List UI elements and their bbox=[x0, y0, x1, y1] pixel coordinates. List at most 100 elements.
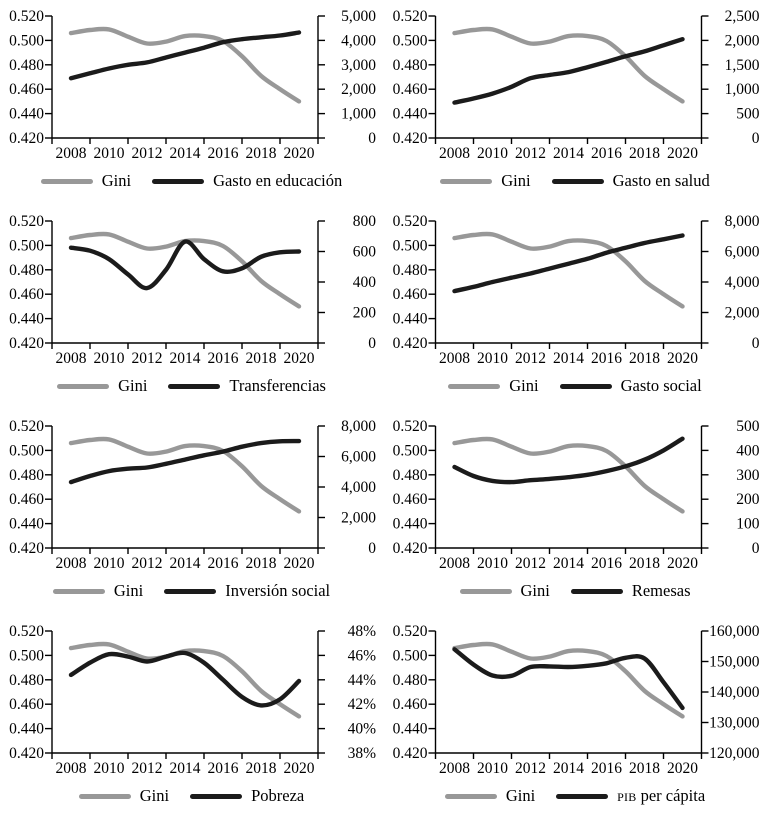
left-axis-tick-label: 0.460 bbox=[393, 81, 428, 98]
right-axis-tick-label: 6,000 bbox=[341, 449, 376, 466]
left-axis-tick-label: 0.460 bbox=[393, 286, 428, 303]
x-axis-year-label: 2020 bbox=[284, 760, 315, 777]
legend-label-series: Gasto en salud bbox=[612, 171, 710, 190]
x-axis-year-label: 2016 bbox=[208, 350, 239, 367]
x-axis-year-label: 2008 bbox=[56, 145, 87, 162]
x-axis-year-label: 2018 bbox=[629, 555, 660, 572]
left-axis-tick-label: 0.460 bbox=[9, 286, 44, 303]
left-axis-tick-label: 0.420 bbox=[393, 335, 428, 352]
x-axis-year-label: 2012 bbox=[515, 145, 546, 162]
x-axis-year-label: 2014 bbox=[170, 555, 201, 572]
series-line bbox=[452, 233, 685, 294]
x-axis-year-label: 2014 bbox=[553, 145, 584, 162]
x-axis-year-label: 2018 bbox=[246, 555, 277, 572]
gini-legend-line bbox=[440, 178, 493, 184]
gini-line bbox=[452, 641, 685, 719]
left-axis-tick-label: 0.460 bbox=[9, 696, 44, 713]
right-axis-tick-label: 130,000 bbox=[709, 715, 760, 732]
chart-inversion-social: 0.520 0.500 0.480 0.460 0.440 0.420 8,000 6,000… bbox=[0, 412, 383, 617]
right-axis-tick-label: 2,000 bbox=[341, 81, 376, 98]
gini-legend-line bbox=[448, 383, 501, 389]
gini-line bbox=[452, 231, 685, 309]
chart-transferencias-plot: 0.520 0.500 0.480 0.460 0.440 0.420 800 600 400 2… bbox=[9, 213, 377, 367]
series-line bbox=[68, 239, 302, 291]
chart-inversion-social-plot: 0.520 0.500 0.480 0.460 0.440 0.420 8,000 6,000… bbox=[9, 418, 376, 572]
right-axis-tick-label: 100 bbox=[736, 516, 760, 533]
legend-label-gini: Gini bbox=[501, 171, 531, 190]
left-axis-tick-label: 0.500 bbox=[393, 32, 428, 49]
left-axis-tick-label: 0.520 bbox=[393, 418, 428, 435]
x-axis-year-label: 2008 bbox=[439, 145, 470, 162]
legend-label-series: Gasto social bbox=[620, 376, 702, 395]
right-axis-tick-label: 1,000 bbox=[341, 106, 376, 123]
left-axis-tick-label: 0.420 bbox=[9, 745, 44, 762]
left-axis-tick-label: 0.520 bbox=[9, 623, 44, 640]
right-axis-tick-label: 8,000 bbox=[725, 213, 760, 230]
x-axis-year-label: 2010 bbox=[477, 555, 508, 572]
x-axis-year-label: 2008 bbox=[439, 760, 470, 777]
x-axis-year-label: 2014 bbox=[553, 760, 584, 777]
series-legend-line bbox=[570, 588, 623, 594]
chart-legend: Gini pib per cápita bbox=[383, 787, 767, 805]
left-axis-tick-label: 0.420 bbox=[393, 540, 428, 557]
gini-legend-line bbox=[40, 178, 93, 184]
x-axis-year-label: 2016 bbox=[591, 145, 622, 162]
x-axis-year-label: 2014 bbox=[170, 145, 201, 162]
right-axis-tick-label: 200 bbox=[736, 491, 760, 508]
legend-label-series: Pobreza bbox=[251, 786, 305, 805]
right-axis-tick-label: 48% bbox=[348, 623, 377, 640]
left-axis-tick-label: 0.420 bbox=[9, 335, 44, 352]
right-axis-tick-label: 800 bbox=[353, 213, 377, 230]
x-axis-year-label: 2020 bbox=[667, 145, 698, 162]
left-axis-tick-label: 0.520 bbox=[9, 418, 44, 435]
x-axis-year-label: 2010 bbox=[94, 555, 125, 572]
left-axis-tick-label: 0.460 bbox=[9, 491, 44, 508]
chart-pobreza-plot: 0.520 0.500 0.480 0.460 0.440 0.420 48% 46% 44% 4… bbox=[9, 623, 377, 777]
left-axis-tick-label: 0.480 bbox=[9, 672, 44, 689]
left-axis-tick-label: 0.420 bbox=[9, 130, 44, 147]
x-axis-year-label: 2012 bbox=[132, 555, 163, 572]
x-axis-year-label: 2008 bbox=[56, 760, 87, 777]
left-axis-tick-label: 0.440 bbox=[393, 106, 428, 123]
legend-label-gini: Gini bbox=[509, 376, 539, 395]
x-axis-year-label: 2008 bbox=[56, 555, 87, 572]
right-axis-tick-label: 40% bbox=[348, 721, 377, 738]
left-axis-tick-label: 0.480 bbox=[9, 57, 44, 74]
legend-label-series: Inversión social bbox=[225, 581, 331, 600]
right-axis-tick-label: 400 bbox=[736, 442, 760, 459]
chart-remesas: 0.520 0.500 0.480 0.460 0.440 0.420 500 400 300 2… bbox=[383, 412, 767, 617]
right-axis-tick-label: 5,000 bbox=[341, 8, 376, 25]
series-line bbox=[68, 650, 302, 708]
series-legend-line bbox=[559, 383, 612, 389]
left-axis-tick-label: 0.500 bbox=[9, 32, 44, 49]
left-axis-tick-label: 0.500 bbox=[393, 647, 428, 664]
right-axis-tick-label: 2,000 bbox=[341, 510, 376, 527]
right-axis-tick-label: 400 bbox=[353, 274, 377, 291]
left-axis-tick-label: 0.500 bbox=[9, 647, 44, 664]
gini-legend-line bbox=[78, 793, 131, 799]
left-axis-tick-label: 0.480 bbox=[393, 672, 428, 689]
chart-legend: Gini Inversión social bbox=[0, 581, 383, 600]
left-axis-tick-label: 0.440 bbox=[393, 516, 428, 533]
x-axis-year-label: 2010 bbox=[94, 145, 125, 162]
right-axis-tick-label: 600 bbox=[353, 244, 377, 261]
left-axis-tick-label: 0.480 bbox=[9, 467, 44, 484]
x-axis-year-label: 2014 bbox=[553, 350, 584, 367]
x-axis-year-label: 2010 bbox=[477, 760, 508, 777]
series-legend-line bbox=[164, 588, 217, 594]
right-axis-tick-label: 6,000 bbox=[725, 244, 760, 261]
x-axis-year-label: 2010 bbox=[477, 145, 508, 162]
left-axis-tick-label: 0.500 bbox=[393, 442, 428, 459]
right-axis-tick-label: 46% bbox=[348, 647, 377, 664]
chart-pib-per-capita: 0.520 0.500 0.480 0.460 0.440 0.420 160,000 150… bbox=[383, 617, 767, 822]
right-axis-tick-label: 0 bbox=[368, 130, 376, 147]
x-axis-year-label: 2016 bbox=[591, 350, 622, 367]
series-line bbox=[452, 647, 685, 711]
right-axis-tick-label: 120,000 bbox=[709, 745, 760, 762]
legend-label-series: Gasto en educación bbox=[213, 171, 343, 190]
right-axis-tick-label: 38% bbox=[348, 745, 377, 762]
x-axis-year-label: 2018 bbox=[629, 760, 660, 777]
x-axis-year-label: 2012 bbox=[515, 350, 546, 367]
right-axis-tick-label: 1,500 bbox=[725, 57, 760, 74]
x-axis-year-label: 2016 bbox=[591, 555, 622, 572]
